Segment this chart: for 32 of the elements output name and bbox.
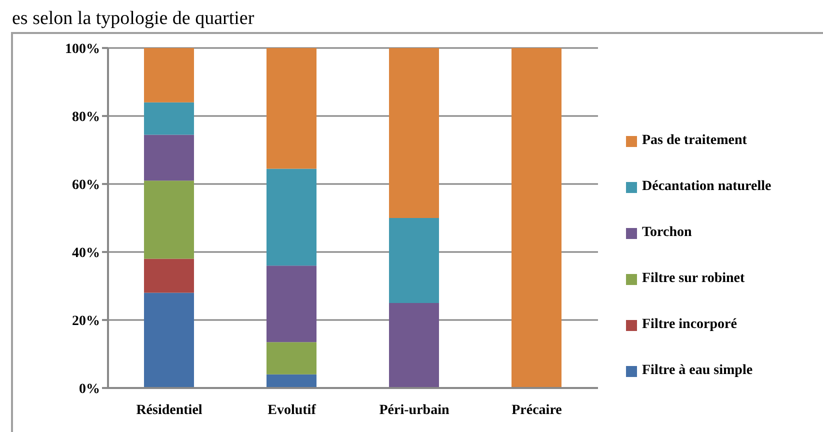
y-tick-label: 40% <box>72 246 100 261</box>
y-tick-label: 100% <box>65 42 100 57</box>
bar <box>144 102 194 135</box>
legend-label: Pas de traitement <box>642 133 747 149</box>
bar <box>266 266 316 342</box>
y-tick-label: 80% <box>72 110 100 125</box>
legend-label: Filtre sur robinet <box>642 271 745 287</box>
bar <box>389 218 439 303</box>
legend-label: Décantation naturelle <box>642 179 772 195</box>
legend-label: Filtre incorporé <box>642 317 737 333</box>
x-tick-label: Evolutif <box>268 402 316 418</box>
y-tick-label: 60% <box>72 178 100 193</box>
bar <box>389 48 439 218</box>
bar <box>266 168 316 266</box>
bar <box>266 48 316 169</box>
y-tick-label: 0% <box>79 382 100 397</box>
x-tick-label: Précaire <box>512 402 562 418</box>
bar <box>144 48 194 102</box>
bar <box>144 258 194 293</box>
y-tick-label: 20% <box>72 314 100 329</box>
legend-label: Torchon <box>642 225 692 241</box>
bar <box>144 292 194 388</box>
bar <box>266 374 316 388</box>
bar <box>512 48 562 388</box>
bar <box>389 303 439 388</box>
x-tick-label: Péri-urbain <box>379 402 450 418</box>
chart-title: es selon la typologie de quartier <box>12 8 254 30</box>
x-tick-label: Résidentiel <box>136 402 202 418</box>
bar <box>144 134 194 181</box>
legend-label: Filtre à eau simple <box>642 363 753 379</box>
bar <box>144 180 194 259</box>
bar <box>266 342 316 374</box>
